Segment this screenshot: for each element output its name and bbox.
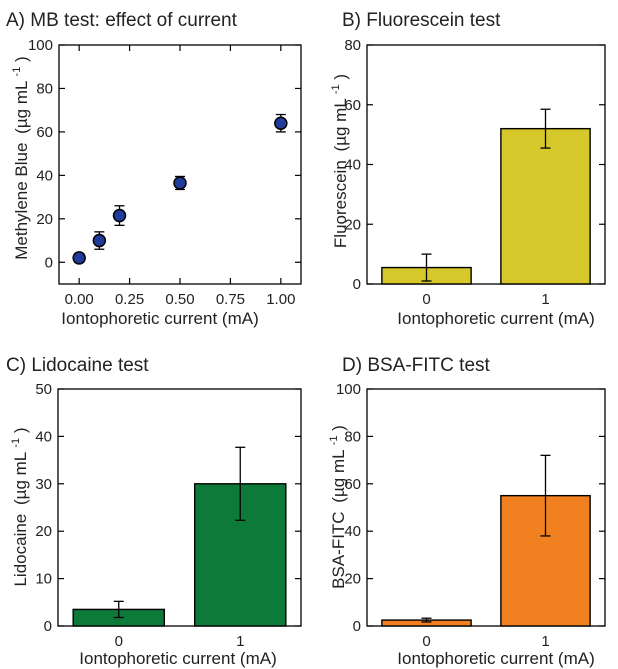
panel-c-ylabel-close: ) xyxy=(11,427,30,433)
panel-a-xtick-label: 1.00 xyxy=(266,291,295,308)
panel-a-xtick-label: 0.75 xyxy=(216,291,245,308)
panel-b-ylabel: Fluorescein (µg mL -1 ) xyxy=(324,74,350,248)
panel-b-xlabel: Iontophoretic current (mA) xyxy=(397,309,594,328)
panel-b: B) Fluorescein test Iontophoretic curren… xyxy=(324,10,606,328)
panel-c-ytick-label: 10 xyxy=(35,571,52,588)
panel-a-ylabel-close: ) xyxy=(12,56,31,62)
panel-c-ytick-label: 20 xyxy=(35,523,52,540)
panel-a-ytick-label: 80 xyxy=(36,80,53,97)
panel-a-xtick-label: 0.25 xyxy=(115,291,144,308)
panel-c-ylabel-name: Lidocaine xyxy=(11,514,30,587)
panel-b-xtick-label: 0 xyxy=(422,291,430,308)
panel-d-ytick-label: 80 xyxy=(344,428,361,445)
panel-c-ytick-label: 50 xyxy=(35,381,52,398)
panel-a-frame xyxy=(58,44,302,285)
panel-c-title: C) Lidocaine test xyxy=(6,355,149,376)
panel-d-xtick-label: 0 xyxy=(422,633,430,650)
panel-d-xtick-label: 1 xyxy=(541,633,549,650)
panel-a-ylabel-unit: (µg mL xyxy=(12,81,31,134)
panel-b-ytick-label: 40 xyxy=(344,157,361,174)
panel-d-xlabel: Iontophoretic current (mA) xyxy=(397,649,594,668)
panel-b-ytick-label: 0 xyxy=(353,276,361,293)
panel-d-ytick-label: 60 xyxy=(344,476,361,493)
panel-d-ylabel-sup: -1 xyxy=(328,436,340,446)
panel-b-bar-1 xyxy=(500,127,591,285)
panel-c-plot: 0 10 20 30 40 50 0 1 xyxy=(35,381,302,650)
panel-c-ytick-label: 30 xyxy=(35,476,52,493)
panel-b-title: B) Fluorescein test xyxy=(342,10,501,31)
panel-a-data-point xyxy=(274,116,288,130)
panel-a-ylabel-sup: -1 xyxy=(11,67,23,77)
panel-c-ytick-label: 40 xyxy=(35,428,52,445)
panel-d-ylabel: BSA-FITC (µg mL -1 ) xyxy=(322,425,348,589)
panel-c-ylabel: Lidocaine (µg mL -1 ) xyxy=(4,427,30,586)
panel-d-ylabel-close: ) xyxy=(329,425,348,431)
panel-d-ytick-label: 0 xyxy=(353,618,361,635)
panel-a-data-point xyxy=(92,233,107,248)
panel-d-title: D) BSA-FITC test xyxy=(342,355,491,376)
panel-c-frame xyxy=(57,388,302,627)
panel-d-plot: 0 20 40 60 80 100 0 1 xyxy=(336,381,606,650)
panel-a-data-point xyxy=(72,251,86,265)
panel-b-plot: 0 20 40 60 80 0 1 xyxy=(344,37,606,308)
panel-b-ylabel-unit: (µg mL xyxy=(331,99,350,152)
panel-a-data-point xyxy=(173,176,187,190)
panel-a-xtick-label: 0.50 xyxy=(165,291,194,308)
panel-c-xlabel: Iontophoretic current (mA) xyxy=(79,649,276,668)
panel-c-xtick-label: 0 xyxy=(115,633,123,650)
panel-a: A) MB test: effect of current Iontophore… xyxy=(5,10,302,328)
panel-c-ytick-label: 0 xyxy=(44,618,52,635)
panel-a-xlabel: Iontophoretic current (mA) xyxy=(61,309,258,328)
panel-d-frame xyxy=(366,388,606,627)
panel-d-ylabel-unit: (µg mL xyxy=(329,450,348,503)
panel-b-ylabel-sup: -1 xyxy=(330,84,342,94)
panel-d: D) BSA-FITC test Iontophoretic current (… xyxy=(322,355,606,668)
panel-c-xtick-label: 1 xyxy=(236,633,244,650)
panel-a-ytick-label: 100 xyxy=(28,37,53,54)
panel-a-ytick-label: 60 xyxy=(36,124,53,141)
panel-b-ytick-label: 20 xyxy=(344,216,361,233)
panel-a-ylabel-name: Methylene Blue xyxy=(12,143,31,260)
panel-a-ytick-label: 20 xyxy=(36,211,53,228)
panel-b-xtick-label: 1 xyxy=(541,291,549,308)
panel-d-ytick-label: 20 xyxy=(344,571,361,588)
panel-a-xtick-label: 0.00 xyxy=(65,291,94,308)
panel-c-ylabel-unit: (µg mL xyxy=(11,452,30,505)
panel-a-data-point xyxy=(112,208,127,223)
panel-d-ytick-label: 40 xyxy=(344,523,361,540)
panel-c: C) Lidocaine test Iontophoretic current … xyxy=(4,355,302,668)
panel-a-ylabel: Methylene Blue (µg mL -1 ) xyxy=(5,56,31,259)
svg-text:Methylene Blue (µg mL: Methylene Blue (µg mL -1 ) xyxy=(5,56,31,259)
panel-c-ylabel-sup: -1 xyxy=(10,438,22,448)
panel-b-ylabel-close: ) xyxy=(331,74,350,80)
svg-text:Fluorescein (µg mL: Fluorescein (µg mL -1 ) xyxy=(324,74,350,248)
panel-d-ylabel-name: BSA-FITC xyxy=(329,511,348,588)
svg-text:BSA-FITC (µg mL: BSA-FITC (µg mL -1 ) xyxy=(322,425,348,589)
panel-b-ytick-label: 80 xyxy=(344,37,361,54)
panel-a-ytick-label: 40 xyxy=(36,167,53,184)
panel-b-ytick-label: 60 xyxy=(344,97,361,114)
panel-a-plot: 0 20 40 60 80 100 0.00 0.25 0.50 0.75 1.00 xyxy=(28,37,302,308)
panel-d-ytick-label: 100 xyxy=(336,381,361,398)
panel-a-ytick-label: 0 xyxy=(45,254,53,271)
svg-text:Lidocaine (µg mL: Lidocaine (µg mL -1 ) xyxy=(4,427,30,586)
panel-b-ylabel-name: Fluorescein xyxy=(331,160,350,248)
panel-a-title: A) MB test: effect of current xyxy=(6,10,238,31)
